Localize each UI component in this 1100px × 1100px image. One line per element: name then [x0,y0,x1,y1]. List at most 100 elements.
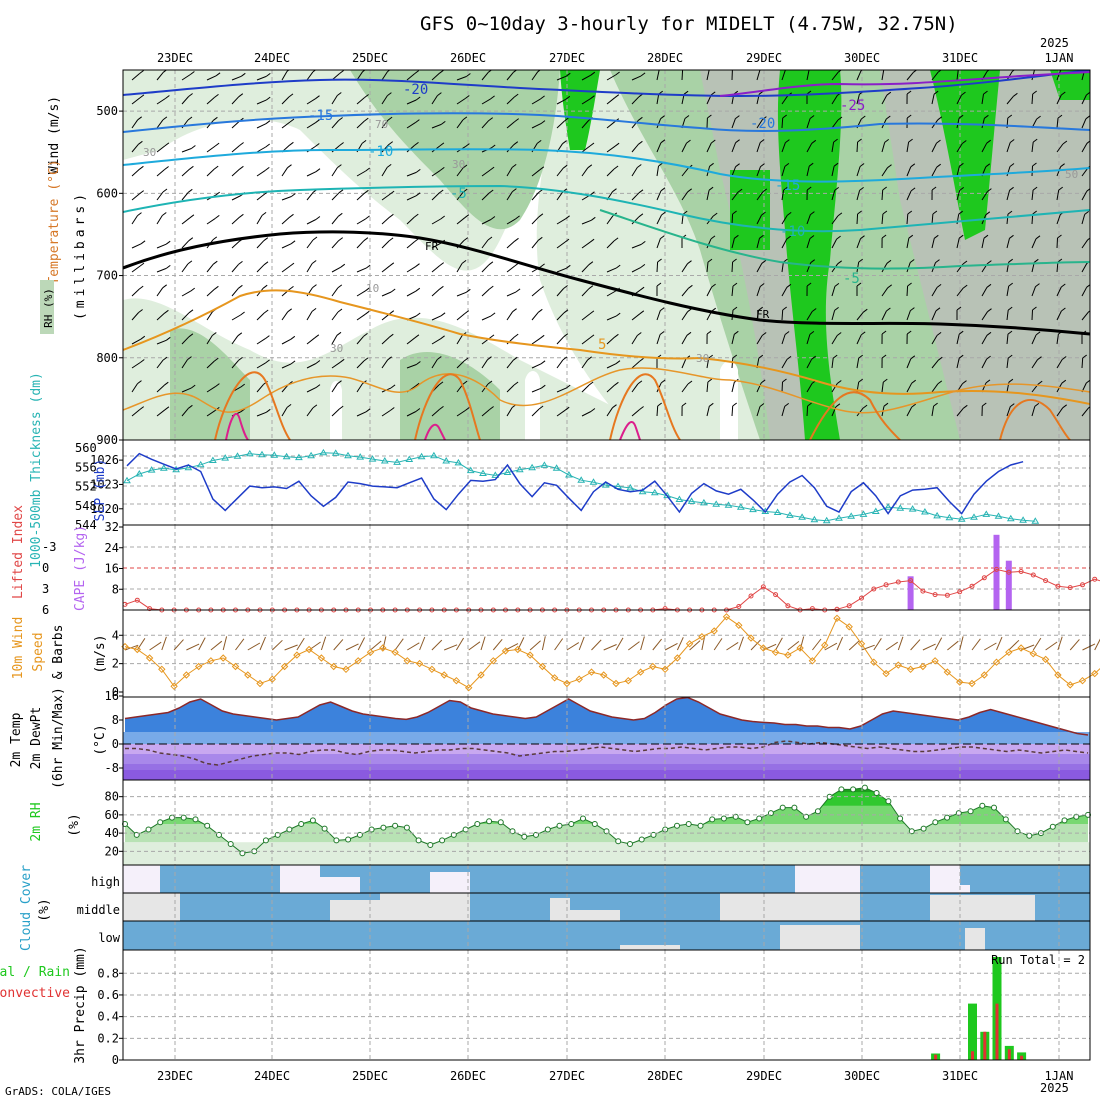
thickness-point [270,451,279,458]
wind-speed-point [145,654,154,662]
wind-barb-flag [615,312,621,317]
wind-barb [131,168,140,177]
wind-barb-flag [487,380,493,385]
precip-panel: 0.80.60.40.20 Run Total = 2 Total / Rain… [0,946,1091,1067]
wind-barb-flag [658,162,663,167]
wind-barb-flag [1037,356,1042,361]
thickness-point [503,468,512,475]
wind-barb [1081,357,1084,369]
precip-conv-bar [983,1031,987,1060]
thickness-point [994,512,1003,519]
wind-barb-flag [490,144,496,149]
wind10-barb [996,636,1003,651]
wind10-barb [505,643,519,651]
wind-barb-flag [908,138,913,143]
wind-barb-flag [1034,402,1040,407]
wind-barb [181,290,191,297]
wind-barb-flag [215,214,220,219]
cloud-block [320,877,360,893]
wind-barb-flag [1007,306,1013,311]
top-date-24DEC: 24DEC [254,51,290,65]
wind-barb [506,311,514,321]
wind-barb-flag [464,214,470,219]
tick-label-0: 0 [112,737,119,751]
wind-barb-flag [315,216,321,220]
wind-barb [856,213,859,225]
li-point [981,575,987,581]
rh-point [685,821,692,827]
rh-point [274,831,281,838]
wind-barb-flag [910,307,915,312]
wind-barb-flag [590,71,596,76]
wind-barb [581,288,590,297]
wind-barb [831,142,835,153]
rh-point [908,828,915,835]
wind-barb-flag [139,94,145,99]
wind-barb-flag [962,380,967,385]
wind-barb-flag [137,380,142,385]
wind-barb-flag [811,139,817,144]
wind-barb [581,219,592,225]
wind-barb [706,262,709,273]
wind-barb-flag [711,283,716,288]
wind-barb-flag [883,402,889,407]
wind-barb [481,409,490,417]
wind-barb [756,142,761,153]
wind-barb [231,314,241,321]
wind-barb [206,217,216,225]
wind-barb-flag [162,116,168,121]
thickness-point [577,476,586,483]
wind-barb [431,409,440,417]
rh-point [1026,832,1033,839]
wind-barb [856,94,860,105]
top-date-labels: 23DEC 24DEC 25DEC 26DEC 27DEC 28DEC 29DEC 30DEC… [157,51,1074,65]
thickness-point [908,505,917,512]
thickness-point [970,513,978,520]
wind-barb-flag [536,139,542,144]
wind-barb-flag [439,405,444,410]
wind-barb-flag [886,259,892,264]
wind-barb-flag [286,70,290,72]
wind-barb-flag [961,140,967,144]
wind-grid [123,610,1090,697]
wind-barb [881,213,884,225]
rh-point [462,826,469,833]
wind-barb-flag [1062,140,1068,145]
wind-barb [556,75,567,81]
wind-barb [131,265,141,273]
wind-barb-flag [390,384,396,389]
wind-barb-flag [983,90,988,95]
wind-barb [256,215,263,225]
rh-point [638,836,645,843]
label-rh50: 50 [1065,168,1078,181]
wind-barb [531,98,541,105]
wind-barb-flag [732,402,738,407]
thickness-point [258,450,266,458]
thickness-point [466,466,475,474]
wind-barb-flag [1088,406,1090,409]
thickness-point [417,452,426,460]
wind10-barb [640,636,645,651]
wind-barb [581,98,591,105]
wind-speed-point [980,671,989,679]
wind-barb [556,167,564,177]
wind-speed-point [1029,649,1038,658]
wind-barb-flag [189,214,195,219]
wind-barb [1056,286,1062,297]
wind-barb-flag [612,188,617,193]
wind-barb-flag [684,115,690,119]
wind-barb-flag [239,142,244,146]
wind-barb [381,265,391,273]
wind-barb-flag [858,378,864,383]
wind-barb [731,213,734,225]
wind-barb-flag [984,114,989,119]
thickness-point [724,501,733,508]
wind-barb [756,214,762,225]
wind-barb-flag [1032,306,1037,311]
wind-barb [281,407,288,417]
wind-barb [356,240,365,249]
label-m15: -15 [308,108,333,124]
wind-speed-point [906,665,915,674]
li-point [134,597,140,603]
wind-barb-flag [337,164,342,169]
